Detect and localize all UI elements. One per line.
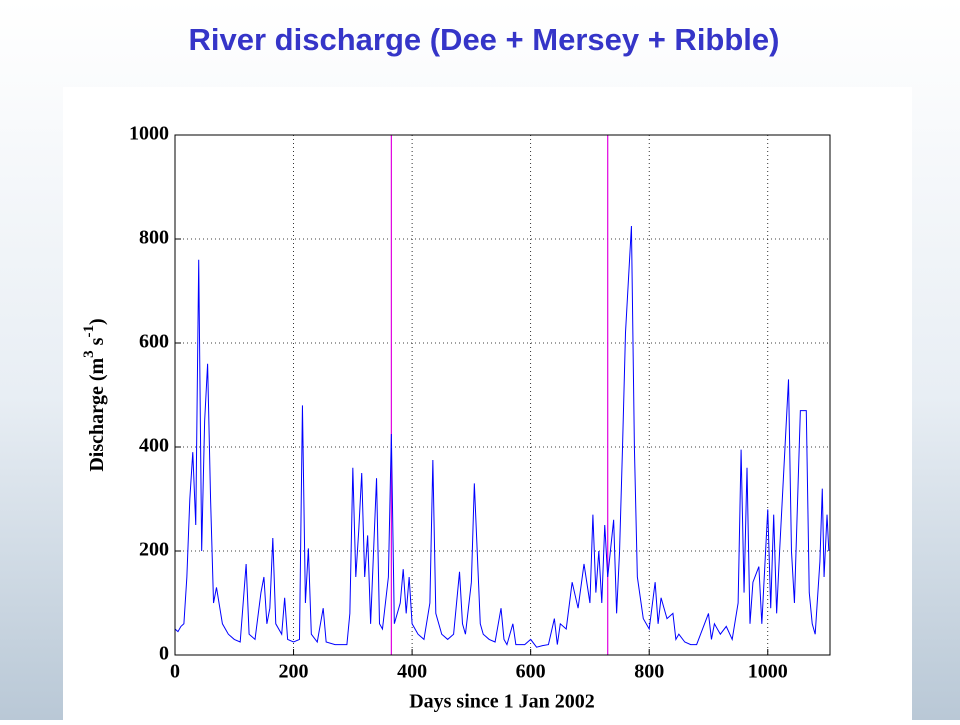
y-axis-label-part: )	[86, 318, 108, 325]
y-tick-label: 200	[139, 539, 169, 561]
y-axis-label-part: s	[86, 337, 108, 350]
y-axis-label-part: -1	[81, 325, 97, 338]
x-tick-label: 400	[397, 661, 427, 683]
x-tick-label: 1000	[748, 661, 788, 683]
y-tick-label: 800	[139, 227, 169, 249]
discharge-line	[174, 225, 830, 648]
y-axis-label-part: 3	[81, 350, 97, 358]
y-tick-label: 1000	[129, 123, 169, 145]
y-tick-label: 0	[159, 643, 169, 665]
title: River discharge (Dee + Mersey + Ribble)	[189, 22, 780, 57]
y-axis-label: Discharge (m3 s-1)	[81, 318, 107, 471]
panel	[63, 87, 912, 720]
x-tick-label: 600	[516, 661, 546, 683]
plot-frame	[174, 134, 831, 656]
x-axis-label: Days since 1 Jan 2002	[409, 691, 595, 713]
x-tick-label: 200	[279, 661, 309, 683]
x-tick-label: 0	[170, 661, 180, 683]
x-tick-label: 800	[634, 661, 664, 683]
y-axis-label-part: Discharge (m	[86, 357, 108, 471]
y-tick-label: 400	[139, 435, 169, 457]
y-tick-label: 600	[139, 331, 169, 353]
